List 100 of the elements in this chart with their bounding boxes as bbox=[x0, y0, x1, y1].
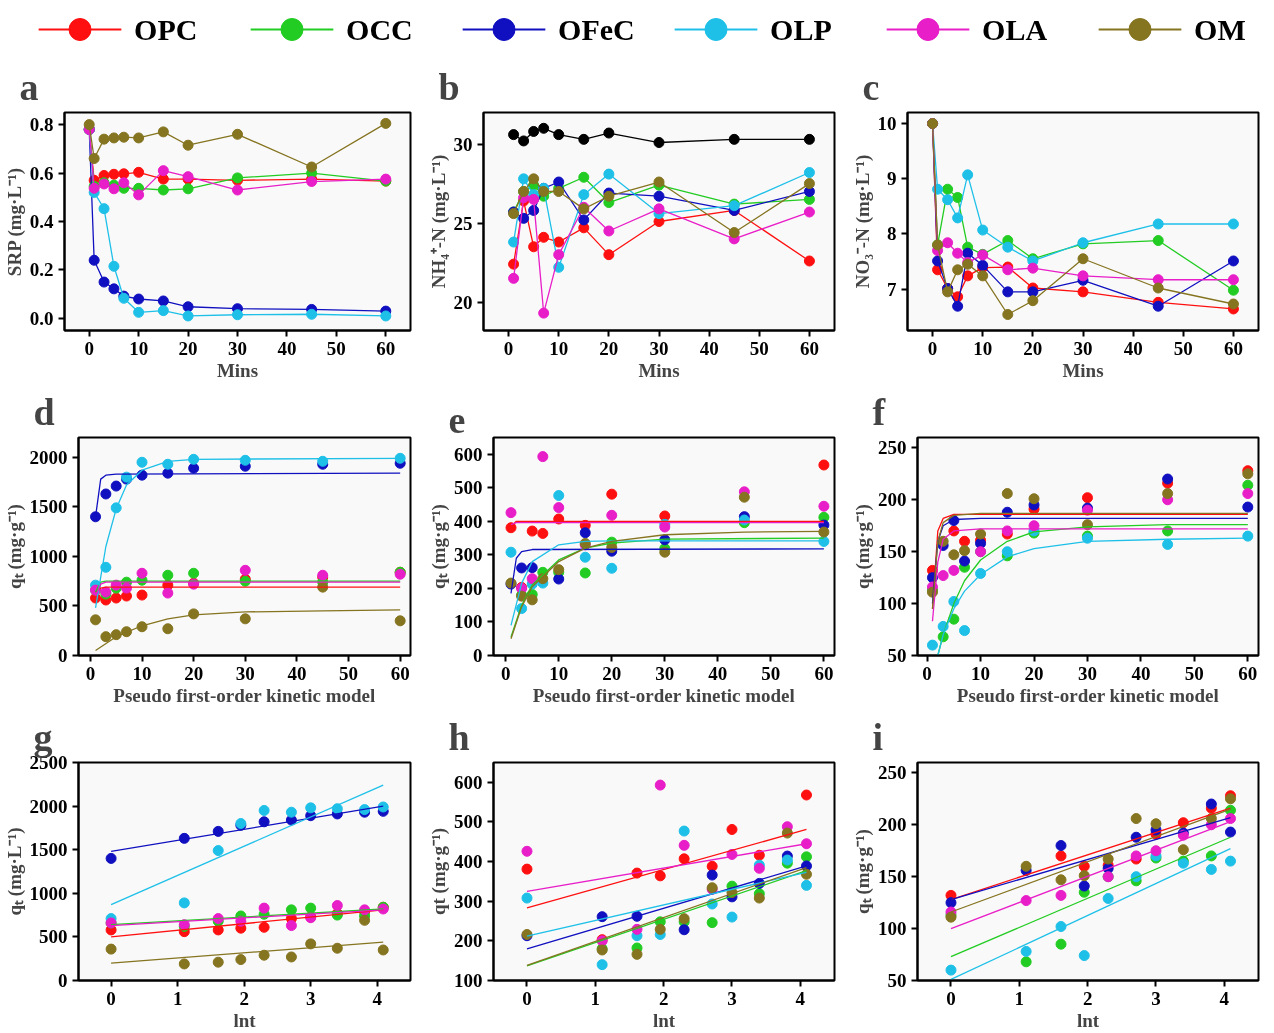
y-tick-label: 300 bbox=[454, 890, 483, 912]
x-tick-label: 50 bbox=[761, 662, 781, 684]
y-tick-label: 100 bbox=[454, 611, 483, 633]
x-axis-title: Pseudo first-order kinetic model bbox=[956, 684, 1219, 706]
y-tick-label: 0 bbox=[58, 645, 68, 666]
x-tick-label: 0 bbox=[106, 987, 116, 1009]
y-tick-label: 30 bbox=[453, 133, 473, 155]
x-tick-label: 60 bbox=[376, 337, 396, 359]
y-tick-label: 250 bbox=[878, 762, 907, 784]
y-tick-label: 0.8 bbox=[29, 114, 54, 136]
x-tick-label: 50 bbox=[339, 662, 359, 684]
y-tick-label: 300 bbox=[454, 544, 483, 566]
x-tick-label: 0 bbox=[85, 662, 96, 684]
y-tick-label: 150 bbox=[878, 541, 907, 563]
y-tick-label: 8 bbox=[887, 223, 897, 245]
y-tick-label: 7 bbox=[887, 278, 897, 300]
x-tick-label: 20 bbox=[602, 662, 622, 684]
x-tick-label: 20 bbox=[178, 337, 198, 359]
x-tick-label: 20 bbox=[599, 337, 619, 359]
y-tick-label: 200 bbox=[454, 577, 483, 599]
x-axis-title: Mins bbox=[216, 359, 259, 381]
y-tick-label: 100 bbox=[878, 593, 907, 615]
chart-title: i bbox=[872, 715, 884, 758]
y-tick-label: 200 bbox=[878, 489, 907, 511]
y-axis-title: qₜ (mg·g⁻¹) bbox=[852, 829, 874, 914]
x-tick-label: 0 bbox=[946, 987, 956, 1009]
x-tick-label: 40 bbox=[708, 662, 728, 684]
y-tick-label: 2000 bbox=[29, 446, 68, 468]
chart-title: b bbox=[438, 65, 460, 108]
x-tick-label: 1 bbox=[1014, 987, 1025, 1009]
y-tick-label: 500 bbox=[454, 811, 483, 833]
legend-label: OM bbox=[1194, 13, 1246, 46]
x-tick-label: 4 bbox=[1219, 987, 1230, 1009]
y-tick-label: 1500 bbox=[29, 496, 68, 518]
x-tick-label: 60 bbox=[799, 337, 819, 359]
x-tick-label: 30 bbox=[1073, 337, 1093, 359]
x-tick-label: 2 bbox=[1082, 987, 1093, 1009]
x-tick-label: 10 bbox=[971, 662, 991, 684]
y-axis-title: qₜ (mg·g⁻¹) bbox=[3, 504, 26, 589]
x-tick-label: 30 bbox=[649, 337, 669, 359]
x-tick-label: 20 bbox=[1023, 337, 1043, 359]
x-tick-label: 30 bbox=[228, 337, 247, 359]
x-tick-label: 2 bbox=[239, 987, 249, 1009]
x-tick-label: 50 bbox=[1184, 662, 1204, 684]
y-tick-label: 200 bbox=[878, 814, 907, 836]
x-tick-label: 0 bbox=[927, 337, 938, 359]
y-tick-label: 0.6 bbox=[29, 162, 54, 184]
y-tick-label: 9 bbox=[887, 168, 897, 190]
x-axis-title: lnt bbox=[652, 1009, 676, 1031]
x-tick-label: 1 bbox=[590, 987, 601, 1009]
x-tick-label: 10 bbox=[973, 337, 993, 359]
x-tick-label: 0 bbox=[503, 337, 514, 359]
y-tick-label: 600 bbox=[454, 443, 483, 465]
x-tick-label: 10 bbox=[132, 662, 152, 684]
y-tick-label: 100 bbox=[878, 918, 907, 940]
legend-label: OPC bbox=[134, 13, 198, 46]
y-tick-label: 0 bbox=[473, 645, 483, 666]
y-tick-label: 25 bbox=[453, 212, 473, 234]
chart-title: h bbox=[448, 715, 470, 758]
x-tick-label: 2 bbox=[658, 987, 669, 1009]
x-tick-label: 4 bbox=[795, 987, 806, 1009]
y-tick-label: 1000 bbox=[29, 545, 68, 567]
x-axis-title: Mins bbox=[638, 359, 680, 381]
y-axis-title: qₜ (mg·g⁻¹) bbox=[428, 504, 450, 589]
y-tick-label: 500 bbox=[454, 477, 483, 499]
x-tick-label: 40 bbox=[1123, 337, 1143, 359]
y-tick-label: 600 bbox=[454, 771, 483, 793]
x-tick-label: 60 bbox=[814, 662, 834, 684]
y-tick-label: 0.4 bbox=[29, 211, 54, 232]
x-tick-label: 30 bbox=[655, 662, 675, 684]
y-tick-label: 0.2 bbox=[29, 259, 54, 281]
chart-title: c bbox=[862, 65, 880, 108]
y-axis-title: qₜ (mg·g⁻¹) bbox=[852, 504, 874, 589]
x-tick-label: 40 bbox=[287, 662, 307, 684]
y-tick-label: 50 bbox=[887, 645, 907, 666]
legend-label: OLP bbox=[770, 13, 832, 46]
x-tick-label: 40 bbox=[277, 337, 297, 359]
y-tick-label: 100 bbox=[454, 970, 483, 991]
chart-title: e bbox=[448, 398, 466, 441]
x-tick-label: 4 bbox=[372, 987, 383, 1009]
x-tick-label: 20 bbox=[1024, 662, 1044, 684]
y-tick-label: 250 bbox=[878, 437, 907, 459]
y-axis-title: NO₃⁻-N (mg·L⁻¹) bbox=[851, 154, 874, 289]
x-tick-label: 10 bbox=[549, 662, 569, 684]
legend-label: OFeC bbox=[558, 13, 635, 46]
x-axis-title: Mins bbox=[1062, 359, 1104, 381]
x-tick-label: 20 bbox=[184, 662, 204, 684]
x-tick-label: 0 bbox=[522, 987, 532, 1009]
legend-label: OLA bbox=[982, 13, 1048, 46]
x-tick-label: 3 bbox=[727, 987, 737, 1009]
y-axis-title: NH₄⁺-N (mg·L⁻¹) bbox=[427, 154, 450, 289]
x-tick-label: 1 bbox=[172, 987, 183, 1009]
y-tick-label: 10 bbox=[877, 113, 897, 135]
y-axis-title: qₜ (mg·L⁻¹) bbox=[3, 827, 26, 916]
y-tick-label: 150 bbox=[878, 866, 907, 888]
x-tick-label: 3 bbox=[305, 987, 316, 1009]
y-tick-label: 400 bbox=[454, 510, 483, 532]
y-tick-label: 500 bbox=[39, 595, 68, 617]
chart-title: d bbox=[33, 390, 55, 433]
x-tick-label: 3 bbox=[1151, 987, 1161, 1009]
